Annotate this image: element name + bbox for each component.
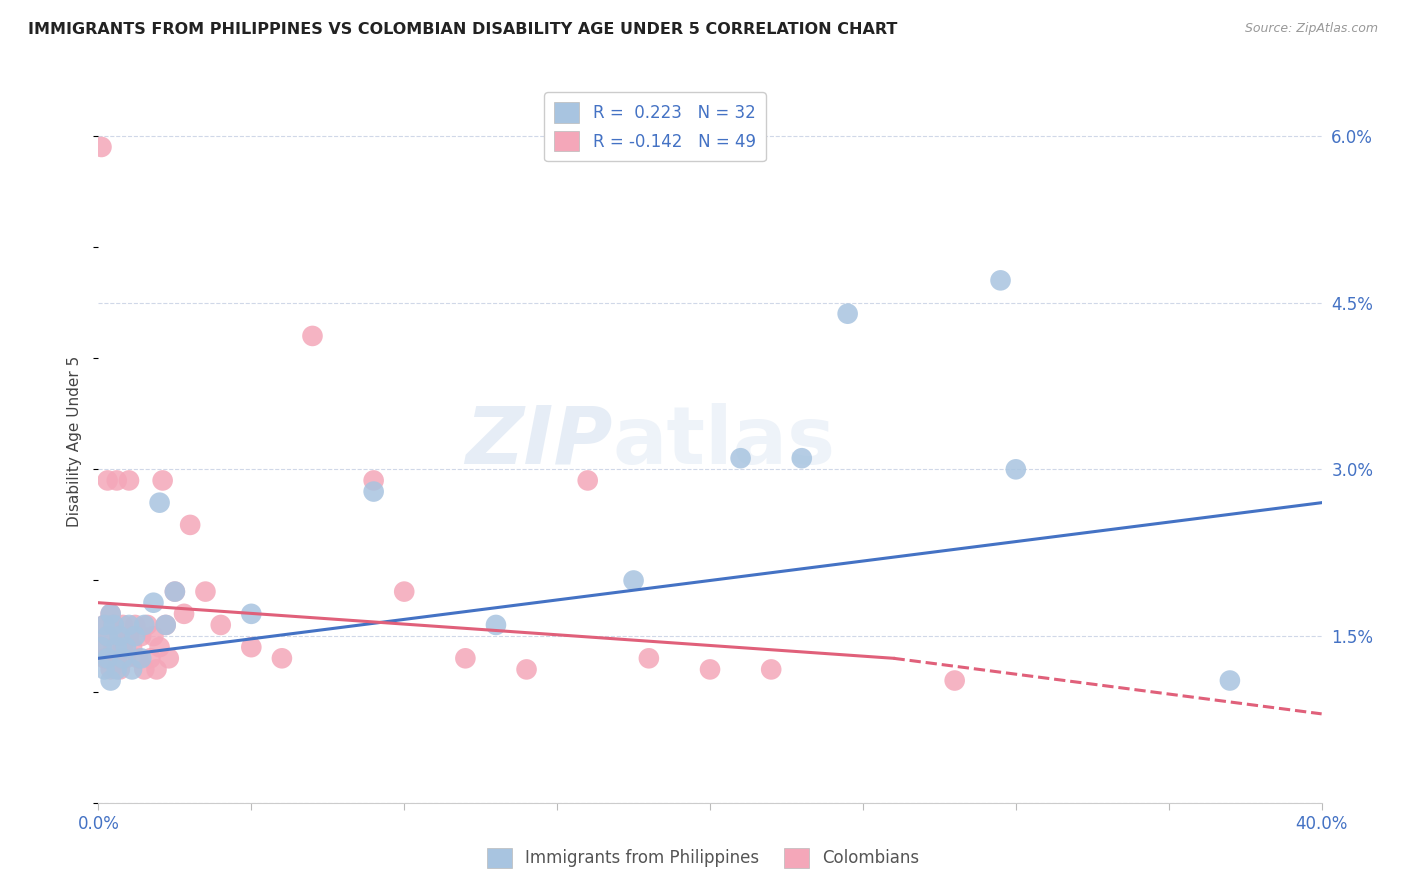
Point: [124, 629, 146, 643]
Point: [392, 584, 416, 599]
Y-axis label: Disability Age Under 5: Disability Age Under 5: [67, 356, 83, 527]
Point: [108, 629, 131, 643]
Point: [93, 618, 115, 632]
Point: [105, 651, 128, 665]
Text: atlas: atlas: [612, 402, 835, 481]
Point: [152, 474, 174, 488]
Text: Source: ZipAtlas.com: Source: ZipAtlas.com: [1244, 22, 1378, 36]
Point: [93, 651, 115, 665]
Point: [240, 607, 263, 621]
Point: [637, 651, 661, 665]
Point: [209, 618, 232, 632]
Point: [173, 607, 195, 621]
Point: [134, 662, 156, 676]
Point: [90, 640, 112, 655]
Point: [93, 618, 115, 632]
Point: [108, 662, 131, 676]
Point: [155, 618, 177, 632]
Point: [179, 517, 201, 532]
Point: [240, 640, 263, 655]
Point: [97, 651, 120, 665]
Point: [1004, 462, 1026, 476]
Point: [136, 618, 159, 632]
Point: [97, 629, 120, 643]
Point: [124, 618, 146, 632]
Point: [194, 584, 217, 599]
Point: [990, 273, 1012, 287]
Point: [363, 474, 385, 488]
Point: [145, 662, 167, 676]
Point: [149, 640, 172, 655]
Point: [142, 596, 165, 610]
Point: [485, 618, 508, 632]
Point: [270, 651, 292, 665]
Point: [163, 584, 186, 599]
Point: [454, 651, 477, 665]
Point: [100, 607, 122, 621]
Point: [129, 651, 152, 665]
Point: [790, 451, 813, 466]
Point: [97, 629, 120, 643]
Text: ZIP: ZIP: [465, 402, 612, 481]
Point: [100, 662, 122, 676]
Point: [699, 662, 721, 676]
Point: [127, 651, 149, 665]
Point: [142, 629, 165, 643]
Point: [93, 662, 115, 676]
Point: [576, 474, 599, 488]
Point: [149, 496, 172, 510]
Point: [118, 618, 141, 632]
Point: [837, 307, 859, 321]
Point: [105, 474, 128, 488]
Point: [97, 474, 120, 488]
Point: [516, 662, 538, 676]
Point: [115, 651, 138, 665]
Point: [103, 618, 125, 632]
Point: [103, 640, 125, 655]
Point: [111, 640, 134, 655]
Point: [111, 618, 134, 632]
Point: [100, 607, 122, 621]
Point: [943, 673, 966, 688]
Point: [121, 640, 143, 655]
Point: [115, 640, 138, 655]
Point: [111, 651, 134, 665]
Point: [118, 474, 141, 488]
Point: [129, 629, 152, 643]
Point: [155, 618, 177, 632]
Point: [301, 329, 323, 343]
Legend: Immigrants from Philippines, Colombians: Immigrants from Philippines, Colombians: [479, 841, 927, 875]
Point: [1219, 673, 1241, 688]
Point: [108, 629, 131, 643]
Point: [139, 651, 162, 665]
Point: [623, 574, 645, 588]
Text: IMMIGRANTS FROM PHILIPPINES VS COLOMBIAN DISABILITY AGE UNDER 5 CORRELATION CHAR: IMMIGRANTS FROM PHILIPPINES VS COLOMBIAN…: [28, 22, 897, 37]
Point: [103, 618, 125, 632]
Point: [134, 618, 156, 632]
Point: [363, 484, 385, 499]
Point: [730, 451, 752, 466]
Point: [105, 662, 128, 676]
Point: [100, 673, 122, 688]
Legend: R =  0.223   N = 32, R = -0.142   N = 49: R = 0.223 N = 32, R = -0.142 N = 49: [544, 92, 766, 161]
Point: [121, 662, 143, 676]
Point: [105, 640, 128, 655]
Point: [163, 584, 186, 599]
Point: [90, 640, 112, 655]
Point: [157, 651, 180, 665]
Point: [118, 629, 141, 643]
Point: [90, 140, 112, 154]
Point: [759, 662, 782, 676]
